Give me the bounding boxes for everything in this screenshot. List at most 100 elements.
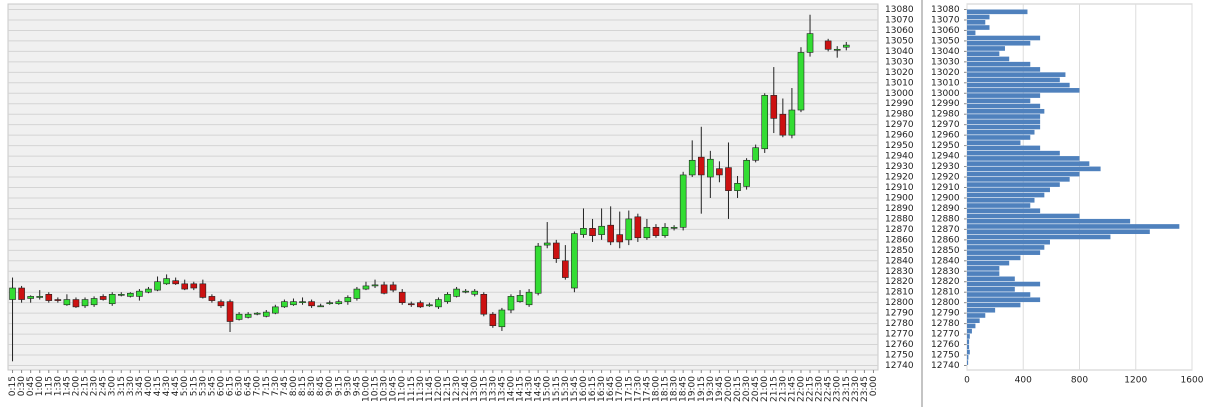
candle-body [81,299,89,307]
x-tick-label: 1600 [1181,376,1204,386]
candle-body [806,33,814,53]
candle-body [127,292,134,297]
profile-bar [967,19,986,25]
candle-body [652,226,660,236]
x-tick-label: 12:00 [434,376,444,402]
y-tick-label: 12760 [931,340,960,350]
x-tick-label: 20:45 [751,376,761,402]
profile-bar [967,166,1101,172]
profile-bar [967,171,1080,177]
candle-body [634,216,642,239]
candle-body [571,233,578,289]
profile-bar [967,61,1031,67]
candle-body [842,44,850,48]
profile-bar [967,260,1010,266]
y-tick-label: 12880 [885,214,914,224]
y-tick-label: 12790 [885,309,914,319]
y-tick-label: 12930 [931,162,960,172]
x-tick-label: 23:00 [833,376,843,402]
profile-bar [967,40,1031,46]
x-tick-label: 3:00 [108,376,118,396]
x-tick-label: 6:00 [216,376,226,396]
x-tick-label: 0:45 [26,376,36,396]
candle-body [471,290,479,295]
candle-body [824,40,832,50]
profile-bar [967,156,1080,161]
y-tick-label: 12820 [931,277,960,287]
profile-bar [967,213,1080,219]
x-tick-label: 5:00 [180,376,190,396]
profile-bar [967,328,972,334]
x-tick-label: 18:30 [670,376,680,402]
candle-body [226,301,234,322]
candle-body [725,167,732,191]
y-tick-label: 13000 [931,89,960,99]
x-tick-label: 13:15 [479,376,489,402]
y-tick-label: 12740 [885,361,914,371]
candle-body [99,296,107,300]
y-tick-label: 12990 [931,99,960,109]
x-tick-label: 14:45 [534,376,544,402]
x-tick-label: 0 [964,376,970,386]
candle-body [525,291,533,306]
candle-body [380,284,388,294]
candle-body [489,313,497,327]
x-tick-label: 4:00 [144,376,154,396]
candle-body [507,296,515,311]
x-tick-label: 15:15 [552,376,562,402]
candle-body [199,283,207,298]
x-tick-label: 9:00 [325,376,335,396]
profile-bar [967,203,1031,208]
x-tick-label: 6:45 [244,376,254,396]
x-tick-label: 18:00 [651,376,661,402]
candle-body [697,156,705,176]
candle-body [335,301,343,305]
x-tick-label: 0:00 [869,376,879,396]
x-tick-label: 19:30 [706,376,716,402]
x-tick-label: 13:30 [488,376,498,402]
candle-body [262,311,270,317]
y-tick-label: 12780 [931,319,960,329]
x-tick-label: 14:30 [525,376,535,402]
x-tick-label: 2:30 [90,376,100,396]
candle-body [552,242,560,259]
candle-body [36,296,44,298]
y-tick-label: 12980 [885,110,914,120]
y-tick-label: 13000 [885,89,914,99]
x-tick-label: 22:45 [824,376,834,402]
profile-bar [967,25,990,30]
x-tick-label: 7:00 [253,376,263,396]
candle-body [607,224,614,243]
profile-bar [967,14,990,20]
profile-bar [967,360,969,365]
profile-bar [967,307,996,313]
y-tick-label: 12920 [931,173,960,183]
x-tick-label: 21:15 [769,376,779,402]
x-tick-label: 15:45 [570,376,580,402]
y-tick-label: 13070 [931,15,960,25]
profile-bar [967,192,1045,198]
profile-bar [967,56,1010,62]
y-tick-label: 13050 [931,36,960,46]
candle-body [353,288,361,299]
x-tick-label: 22:15 [806,376,816,402]
y-tick-label: 12890 [885,204,914,214]
profile-bar [967,35,1041,41]
x-tick-label: 22:00 [796,376,806,402]
profile-bar [967,129,1035,135]
x-tick-label: 16:45 [606,376,616,402]
y-tick-label: 13020 [885,68,914,78]
candle-body [117,293,125,296]
profile-bar [967,72,1066,77]
candle-body [108,293,116,305]
candle-body [417,302,424,308]
y-tick-label: 12750 [931,351,960,361]
candle-body [543,242,551,246]
profile-bar [967,297,1041,303]
candle-body [426,304,433,307]
y-tick-label: 12940 [931,152,960,162]
profile-bar [967,135,1031,140]
x-tick-label: 22:30 [815,376,825,402]
x-tick-label: 4:15 [153,376,163,396]
y-tick-label: 13010 [931,78,960,88]
